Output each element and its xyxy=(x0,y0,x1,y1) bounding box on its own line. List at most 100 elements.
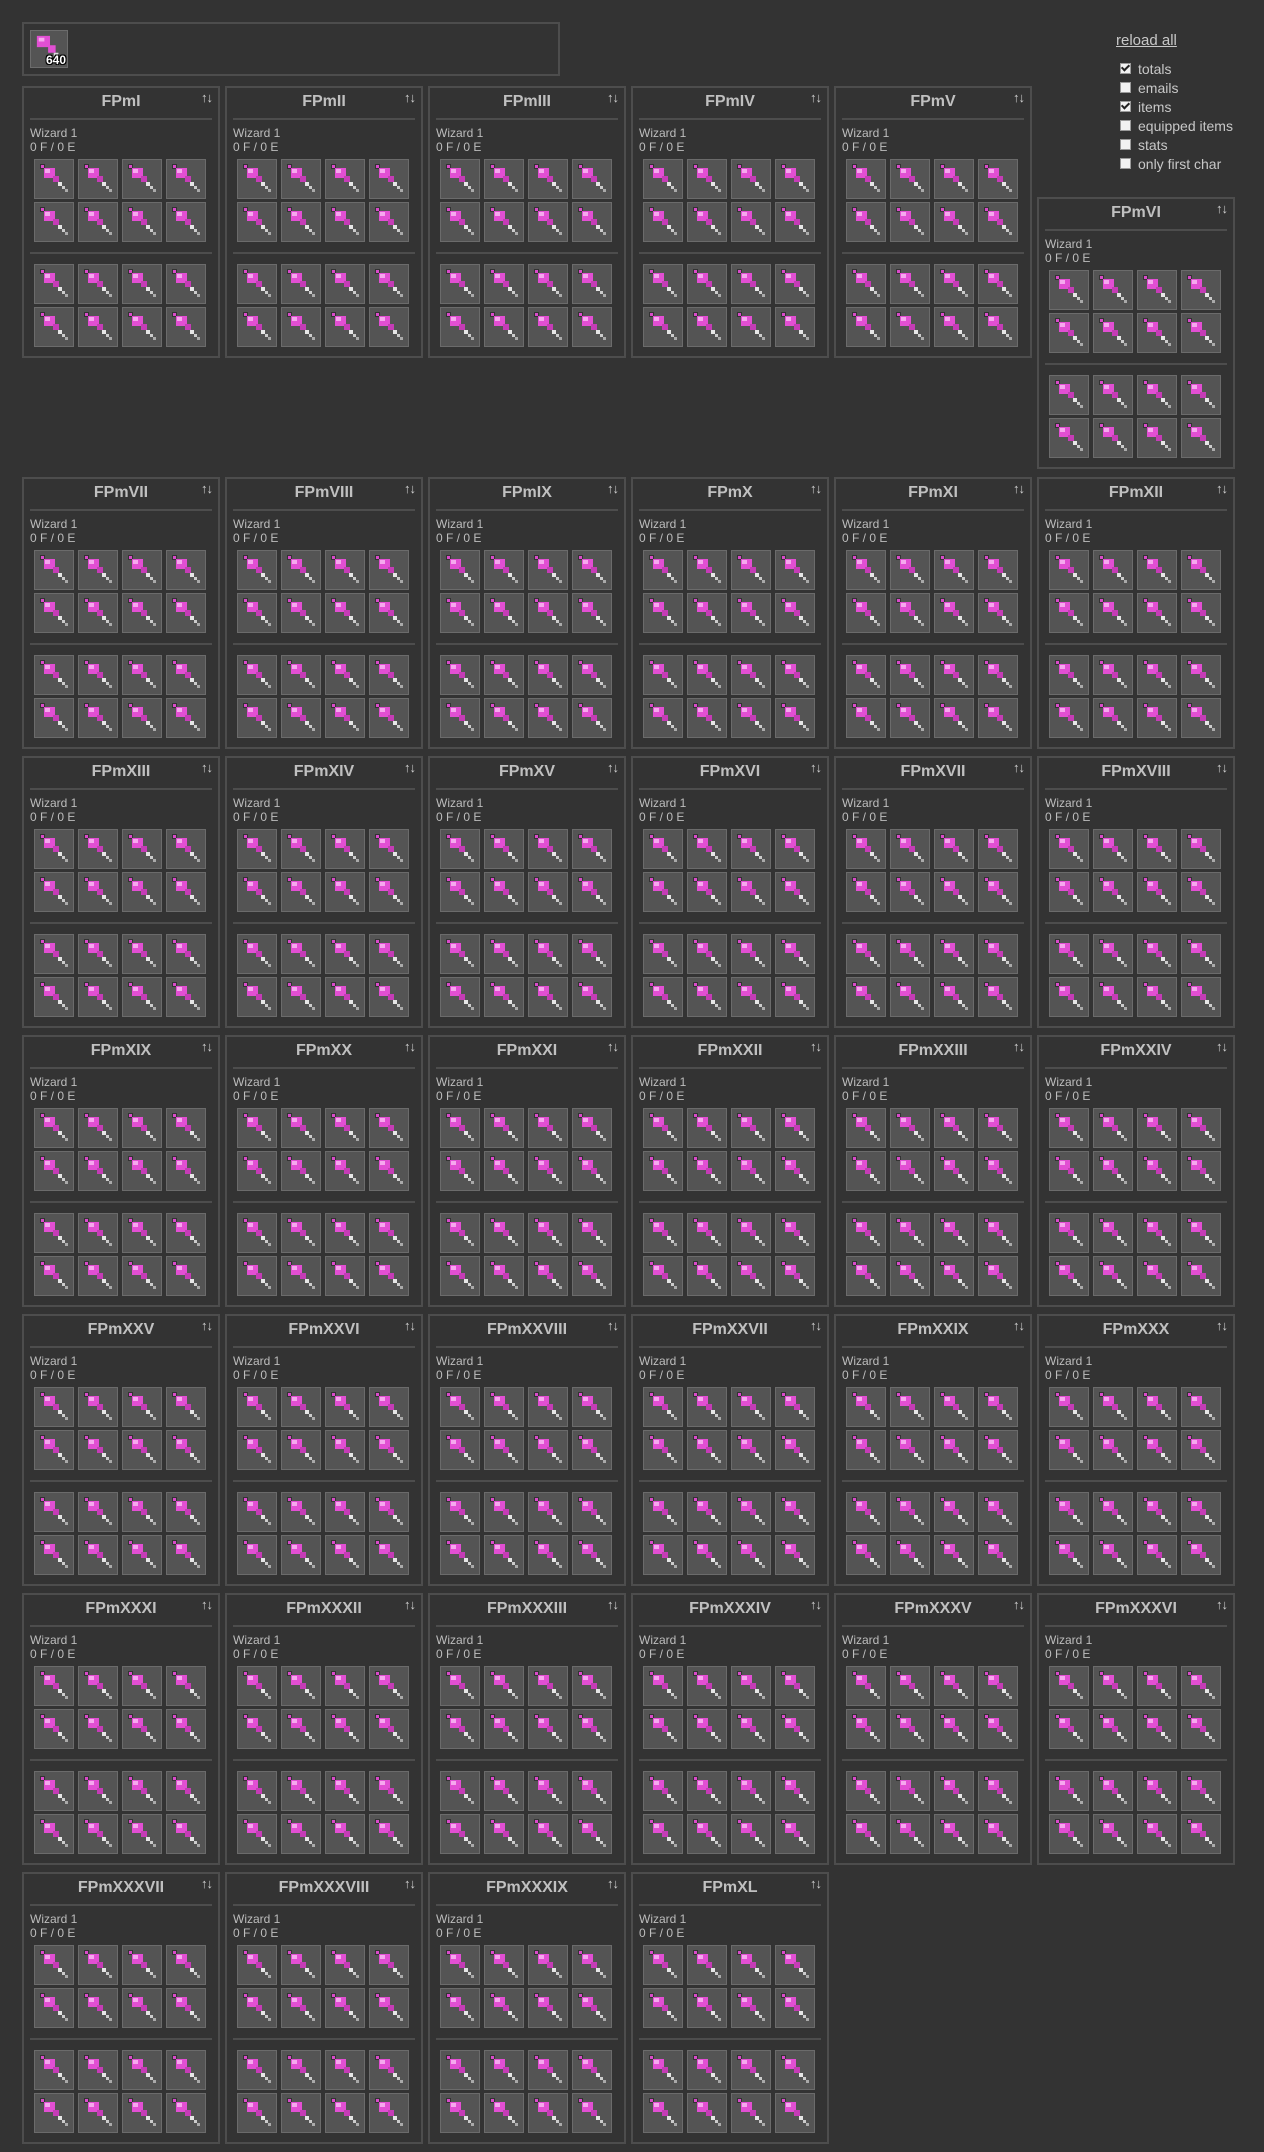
item-slot[interactable] xyxy=(34,977,74,1017)
item-slot[interactable] xyxy=(78,159,118,199)
totals-item-slot[interactable]: 640 xyxy=(30,30,68,68)
item-slot[interactable] xyxy=(1137,418,1177,458)
item-slot[interactable] xyxy=(934,1213,974,1253)
item-slot[interactable] xyxy=(1181,1387,1221,1427)
item-slot[interactable] xyxy=(846,977,886,1017)
item-slot[interactable] xyxy=(643,550,683,590)
item-slot[interactable] xyxy=(325,307,365,347)
item-slot[interactable] xyxy=(281,698,321,738)
item-slot[interactable] xyxy=(122,872,162,912)
item-slot[interactable] xyxy=(978,1213,1018,1253)
item-slot[interactable] xyxy=(78,872,118,912)
item-slot[interactable] xyxy=(890,1430,930,1470)
item-slot[interactable] xyxy=(978,934,1018,974)
item-slot[interactable] xyxy=(325,2093,365,2133)
item-slot[interactable] xyxy=(1137,375,1177,415)
item-slot[interactable] xyxy=(484,1492,524,1532)
item-slot[interactable] xyxy=(528,2050,568,2090)
item-slot[interactable] xyxy=(731,1108,771,1148)
item-slot[interactable] xyxy=(122,977,162,1017)
item-slot[interactable] xyxy=(484,1709,524,1749)
item-slot[interactable] xyxy=(846,1709,886,1749)
item-slot[interactable] xyxy=(34,202,74,242)
item-slot[interactable] xyxy=(1181,550,1221,590)
item-slot[interactable] xyxy=(528,1988,568,2028)
item-slot[interactable] xyxy=(237,1387,277,1427)
item-slot[interactable] xyxy=(440,1430,480,1470)
item-slot[interactable] xyxy=(1137,1213,1177,1253)
item-slot[interactable] xyxy=(1049,1213,1089,1253)
sort-icon[interactable]: ↑↓ xyxy=(201,1318,213,1333)
item-slot[interactable] xyxy=(978,1492,1018,1532)
item-slot[interactable] xyxy=(934,1256,974,1296)
item-slot[interactable] xyxy=(369,655,409,695)
item-slot[interactable] xyxy=(1049,313,1089,353)
item-slot[interactable] xyxy=(122,1256,162,1296)
item-slot[interactable] xyxy=(484,202,524,242)
item-slot[interactable] xyxy=(237,2050,277,2090)
item-slot[interactable] xyxy=(122,1988,162,2028)
item-slot[interactable] xyxy=(281,1213,321,1253)
item-slot[interactable] xyxy=(369,202,409,242)
item-slot[interactable] xyxy=(643,1771,683,1811)
item-slot[interactable] xyxy=(978,1108,1018,1148)
item-slot[interactable] xyxy=(687,1151,727,1191)
item-slot[interactable] xyxy=(978,307,1018,347)
item-slot[interactable] xyxy=(34,307,74,347)
item-slot[interactable] xyxy=(890,593,930,633)
item-slot[interactable] xyxy=(237,307,277,347)
item-slot[interactable] xyxy=(325,698,365,738)
item-slot[interactable] xyxy=(1093,375,1133,415)
item-slot[interactable] xyxy=(369,1430,409,1470)
item-slot[interactable] xyxy=(78,1988,118,2028)
item-slot[interactable] xyxy=(1181,1666,1221,1706)
item-slot[interactable] xyxy=(1049,977,1089,1017)
item-slot[interactable] xyxy=(484,698,524,738)
sort-icon[interactable]: ↑↓ xyxy=(810,760,822,775)
item-slot[interactable] xyxy=(1049,655,1089,695)
item-slot[interactable] xyxy=(237,1213,277,1253)
item-slot[interactable] xyxy=(1181,1492,1221,1532)
item-slot[interactable] xyxy=(687,1771,727,1811)
item-slot[interactable] xyxy=(484,1945,524,1985)
sort-icon[interactable]: ↑↓ xyxy=(607,1318,619,1333)
item-slot[interactable] xyxy=(846,655,886,695)
item-slot[interactable] xyxy=(775,1771,815,1811)
item-slot[interactable] xyxy=(890,977,930,1017)
option-items[interactable]: items xyxy=(1116,97,1256,116)
item-slot[interactable] xyxy=(1049,934,1089,974)
item-slot[interactable] xyxy=(34,1814,74,1854)
item-slot[interactable] xyxy=(643,1709,683,1749)
item-slot[interactable] xyxy=(237,1535,277,1575)
item-slot[interactable] xyxy=(934,829,974,869)
item-slot[interactable] xyxy=(846,1213,886,1253)
item-slot[interactable] xyxy=(775,1709,815,1749)
item-slot[interactable] xyxy=(78,593,118,633)
item-slot[interactable] xyxy=(78,698,118,738)
item-slot[interactable] xyxy=(846,1108,886,1148)
item-slot[interactable] xyxy=(528,1213,568,1253)
item-slot[interactable] xyxy=(484,550,524,590)
item-slot[interactable] xyxy=(1093,829,1133,869)
sort-icon[interactable]: ↑↓ xyxy=(404,481,416,496)
item-slot[interactable] xyxy=(775,264,815,304)
item-slot[interactable] xyxy=(34,1256,74,1296)
item-slot[interactable] xyxy=(281,829,321,869)
item-slot[interactable] xyxy=(687,1387,727,1427)
item-slot[interactable] xyxy=(484,829,524,869)
item-slot[interactable] xyxy=(369,1709,409,1749)
item-slot[interactable] xyxy=(934,1535,974,1575)
item-slot[interactable] xyxy=(572,2093,612,2133)
item-slot[interactable] xyxy=(237,1256,277,1296)
item-slot[interactable] xyxy=(643,264,683,304)
item-slot[interactable] xyxy=(775,872,815,912)
item-slot[interactable] xyxy=(122,1213,162,1253)
item-slot[interactable] xyxy=(122,2050,162,2090)
item-slot[interactable] xyxy=(1181,1814,1221,1854)
item-slot[interactable] xyxy=(34,593,74,633)
item-slot[interactable] xyxy=(1093,593,1133,633)
item-slot[interactable] xyxy=(934,264,974,304)
item-slot[interactable] xyxy=(978,1709,1018,1749)
item-slot[interactable] xyxy=(1137,1492,1177,1532)
item-slot[interactable] xyxy=(687,593,727,633)
